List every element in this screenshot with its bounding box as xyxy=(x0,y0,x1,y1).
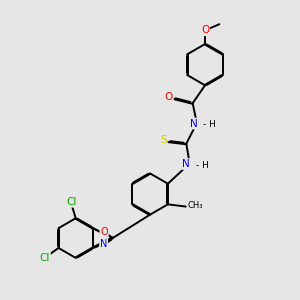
Text: O: O xyxy=(165,92,173,102)
Text: S: S xyxy=(160,135,167,145)
Text: - H: - H xyxy=(203,120,216,129)
Text: - H: - H xyxy=(196,160,208,169)
Text: N: N xyxy=(100,239,107,249)
Text: O: O xyxy=(201,25,209,35)
Text: CH₃: CH₃ xyxy=(188,201,203,210)
Text: O: O xyxy=(100,227,108,237)
Text: Cl: Cl xyxy=(66,197,77,207)
Text: N: N xyxy=(190,118,197,129)
Text: N: N xyxy=(182,159,190,169)
Text: Cl: Cl xyxy=(40,253,50,262)
